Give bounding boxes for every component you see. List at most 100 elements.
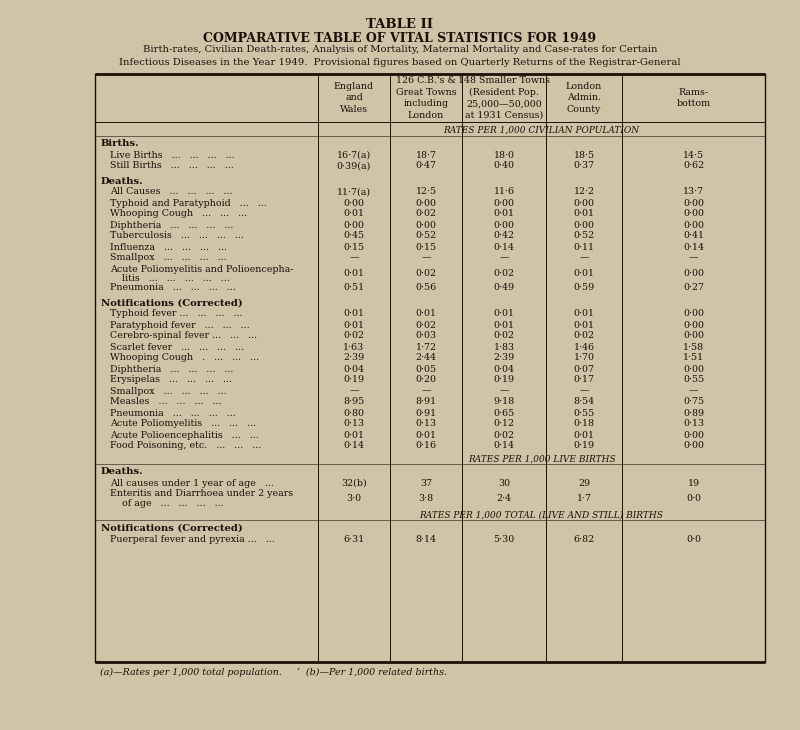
Text: 0·19: 0·19 <box>574 442 594 450</box>
Text: 0·80: 0·80 <box>343 409 365 418</box>
Text: 0·19: 0·19 <box>494 375 514 385</box>
Text: 0·04: 0·04 <box>494 364 514 374</box>
Text: RATES PER 1,000 TOTAL (LIVE AND STILL) BIRTHS: RATES PER 1,000 TOTAL (LIVE AND STILL) B… <box>419 510 663 520</box>
Text: 0·01: 0·01 <box>574 320 594 329</box>
Text: Whooping Cough   ...   ...   ...: Whooping Cough ... ... ... <box>110 210 247 218</box>
Text: Births.: Births. <box>101 139 140 148</box>
Text: 0·11: 0·11 <box>574 242 594 252</box>
Text: 0·00: 0·00 <box>343 199 365 207</box>
Text: 0·00: 0·00 <box>415 220 437 229</box>
Text: Tuberculosis   ...   ...   ...   ...: Tuberculosis ... ... ... ... <box>110 231 244 240</box>
Text: 0·16: 0·16 <box>415 442 437 450</box>
Text: 0·02: 0·02 <box>415 210 437 218</box>
Text: Typhoid and Paratyphoid   ...   ...: Typhoid and Paratyphoid ... ... <box>110 199 266 207</box>
Text: 0·15: 0·15 <box>343 242 365 252</box>
Text: 11·6: 11·6 <box>494 188 514 196</box>
Text: 0·62: 0·62 <box>683 161 704 171</box>
Text: 0·01: 0·01 <box>574 431 594 439</box>
Text: 0·00: 0·00 <box>683 210 704 218</box>
Text: 0·01: 0·01 <box>415 431 437 439</box>
Text: 0·75: 0·75 <box>683 398 704 407</box>
Text: 16·7(a): 16·7(a) <box>337 150 371 159</box>
Text: RATES PER 1,000 CIVILIAN POPULATION: RATES PER 1,000 CIVILIAN POPULATION <box>443 126 639 134</box>
Text: —: — <box>579 253 589 263</box>
Text: 0·41: 0·41 <box>683 231 704 240</box>
Text: 8·91: 8·91 <box>415 398 437 407</box>
Text: Smallpox   ...   ...   ...   ...: Smallpox ... ... ... ... <box>110 253 226 263</box>
Text: Whooping Cough   .   ...   ...   ...: Whooping Cough . ... ... ... <box>110 353 259 363</box>
Text: Acute Poliomyelitis and Polioencepha-: Acute Poliomyelitis and Polioencepha- <box>110 264 294 274</box>
Text: 0·07: 0·07 <box>574 364 594 374</box>
Text: 0·01: 0·01 <box>343 269 365 278</box>
Text: COMPARATIVE TABLE OF VITAL STATISTICS FOR 1949: COMPARATIVE TABLE OF VITAL STATISTICS FO… <box>203 33 597 45</box>
Text: All causes under 1 year of age   ...: All causes under 1 year of age ... <box>110 478 274 488</box>
Text: RATES PER 1,000 LIVE BIRTHS: RATES PER 1,000 LIVE BIRTHS <box>468 455 615 464</box>
Text: 0·00: 0·00 <box>683 431 704 439</box>
Text: 0·01: 0·01 <box>494 210 514 218</box>
Text: 0·00: 0·00 <box>683 320 704 329</box>
Text: 32(b): 32(b) <box>341 478 367 488</box>
Text: 0·52: 0·52 <box>574 231 594 240</box>
Text: 6·31: 6·31 <box>343 534 365 544</box>
Text: 0·00: 0·00 <box>683 269 704 278</box>
Text: 0·52: 0·52 <box>415 231 437 240</box>
Text: England
and
Wales: England and Wales <box>334 82 374 114</box>
Text: 0·51: 0·51 <box>343 283 365 293</box>
Text: 0·00: 0·00 <box>683 442 704 450</box>
Text: 0·40: 0·40 <box>494 161 514 171</box>
Text: Rams-
bottom: Rams- bottom <box>677 88 710 108</box>
Text: 0·02: 0·02 <box>494 331 514 340</box>
Text: Notifications (Corrected): Notifications (Corrected) <box>101 523 242 532</box>
Text: Still Births   ...   ...   ...   ...: Still Births ... ... ... ... <box>110 161 234 171</box>
Text: 0·01: 0·01 <box>574 210 594 218</box>
Text: of age   ...   ...   ...   ...: of age ... ... ... ... <box>110 499 224 508</box>
Text: 0·55: 0·55 <box>574 409 594 418</box>
Text: 5·30: 5·30 <box>494 534 514 544</box>
Text: Pneumonia   ...   ...   ...   ...: Pneumonia ... ... ... ... <box>110 283 236 293</box>
Text: —: — <box>689 253 698 263</box>
Text: —: — <box>499 386 509 396</box>
Text: London
Admin.
County: London Admin. County <box>566 82 602 114</box>
Text: 2·44: 2·44 <box>415 353 437 363</box>
Text: 19: 19 <box>687 478 699 488</box>
Text: —: — <box>350 253 358 263</box>
Text: Typhoid fever ...   ...   ...   ...: Typhoid fever ... ... ... ... <box>110 310 242 318</box>
Text: Food Poisoning, etc.   ...   ...   ...: Food Poisoning, etc. ... ... ... <box>110 442 262 450</box>
Text: 0·02: 0·02 <box>343 331 365 340</box>
Text: Erysipelas   ...   ...   ...   ...: Erysipelas ... ... ... ... <box>110 375 232 385</box>
Text: 0·01: 0·01 <box>574 269 594 278</box>
Text: 0·18: 0·18 <box>574 420 594 429</box>
Text: 0·02: 0·02 <box>574 331 594 340</box>
Text: 0·13: 0·13 <box>683 420 704 429</box>
Text: —: — <box>422 386 430 396</box>
Text: 0·13: 0·13 <box>343 420 365 429</box>
Text: 30: 30 <box>498 478 510 488</box>
Text: 0·56: 0·56 <box>415 283 437 293</box>
Text: 0·00: 0·00 <box>574 199 594 207</box>
Text: 0·00: 0·00 <box>683 331 704 340</box>
Text: 0·14: 0·14 <box>494 242 514 252</box>
Text: 0·89: 0·89 <box>683 409 704 418</box>
Text: 0·02: 0·02 <box>415 320 437 329</box>
Text: 0·0: 0·0 <box>686 534 701 544</box>
Text: 0·01: 0·01 <box>343 431 365 439</box>
Text: 1·63: 1·63 <box>343 342 365 352</box>
Text: —: — <box>422 253 430 263</box>
Text: Acute Poliomyelitis   ...   ...   ...: Acute Poliomyelitis ... ... ... <box>110 420 256 429</box>
Text: 18·7: 18·7 <box>415 150 437 159</box>
Text: 0·55: 0·55 <box>683 375 704 385</box>
Text: 0·01: 0·01 <box>494 310 514 318</box>
Text: 0·14: 0·14 <box>494 442 514 450</box>
Text: 0·00: 0·00 <box>494 199 514 207</box>
Text: 3·8: 3·8 <box>418 494 434 504</box>
Text: 1·72: 1·72 <box>415 342 437 352</box>
Text: Live Births   ...   ...   ...   ...: Live Births ... ... ... ... <box>110 150 234 159</box>
Text: 0·14: 0·14 <box>683 242 704 252</box>
Text: 0·39(a): 0·39(a) <box>337 161 371 171</box>
Text: Notifications (Corrected): Notifications (Corrected) <box>101 299 242 307</box>
Text: 0·00: 0·00 <box>683 220 704 229</box>
Text: Paratyphoid fever   ...   ...   ...: Paratyphoid fever ... ... ... <box>110 320 250 329</box>
Text: Influenza   ...   ...   ...   ...: Influenza ... ... ... ... <box>110 242 227 252</box>
Text: 0·45: 0·45 <box>343 231 365 240</box>
Text: Birth-rates, Civilian Death-rates, Analysis of Mortality, Maternal Mortality and: Birth-rates, Civilian Death-rates, Analy… <box>119 45 681 67</box>
